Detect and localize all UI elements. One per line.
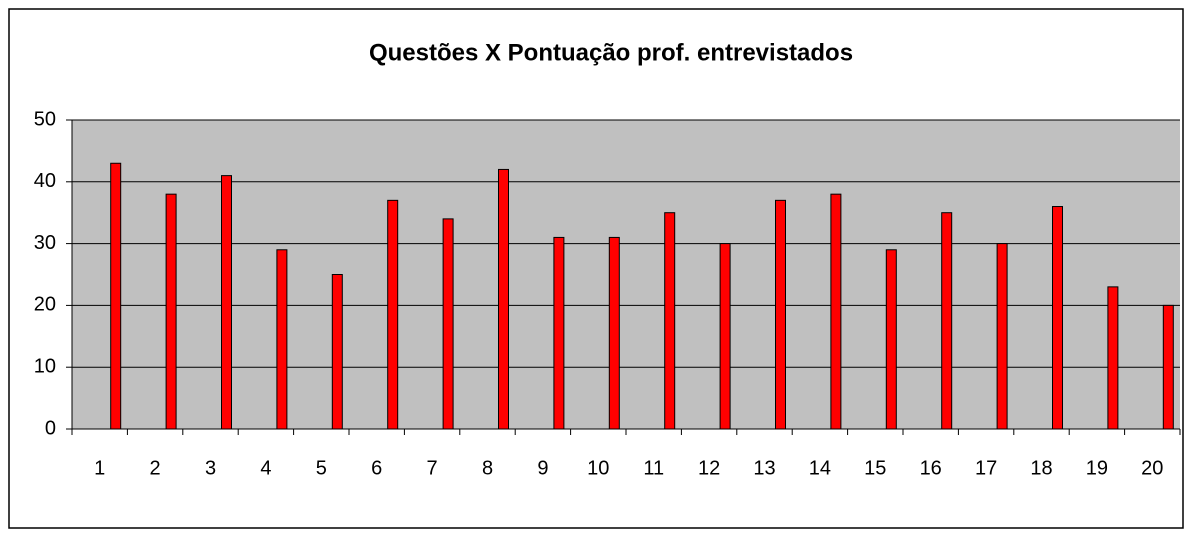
bar [775,199,786,430]
bar [664,212,676,430]
bar [996,243,1008,430]
x-tick-label: 7 [427,457,438,479]
bar [442,218,454,430]
x-tick-label: 9 [537,457,548,479]
y-tick-label: 50 [34,108,56,130]
x-tick-label: 11 [643,457,664,479]
y-tick-label: 0 [45,417,56,439]
x-tick-label: 15 [864,457,886,479]
bar [941,212,953,430]
bar [276,249,288,430]
bar [110,162,122,430]
x-tick-label: 18 [1030,457,1052,479]
x-tick-label: 2 [150,457,161,479]
bar [608,236,620,430]
x-tick-label: 3 [205,457,216,479]
x-tick-label: 20 [1141,457,1163,479]
chart-title: Questões X Pontuação prof. entrevistados [369,39,853,66]
bar [165,193,177,430]
x-tick-label: 6 [371,457,382,479]
x-tick-label: 4 [260,457,271,479]
plot-area [72,120,1180,429]
bar [830,193,842,430]
bar [885,249,897,430]
bar [719,243,731,430]
bar [1052,206,1063,430]
bar [1162,304,1174,430]
x-tick-label: 10 [587,457,609,479]
x-tick-label: 1 [94,457,105,479]
y-tick-label: 20 [34,294,56,316]
x-tick-label: 19 [1086,457,1108,479]
bar [553,236,565,430]
y-tick-label: 30 [34,232,56,254]
bar [221,175,232,430]
x-tick-label: 13 [753,457,775,479]
x-tick-label: 17 [975,457,997,479]
y-tick-label: 40 [34,170,56,192]
x-tick-label: 14 [809,457,831,479]
bar [1107,286,1119,430]
y-tick-label: 10 [34,355,56,377]
bar [498,168,509,430]
x-tick-label: 8 [482,457,493,479]
x-tick-label: 5 [316,457,327,479]
x-tick-label: 16 [920,457,942,479]
x-tick-label: 12 [698,457,720,479]
bar [387,199,399,430]
bar [331,274,343,430]
